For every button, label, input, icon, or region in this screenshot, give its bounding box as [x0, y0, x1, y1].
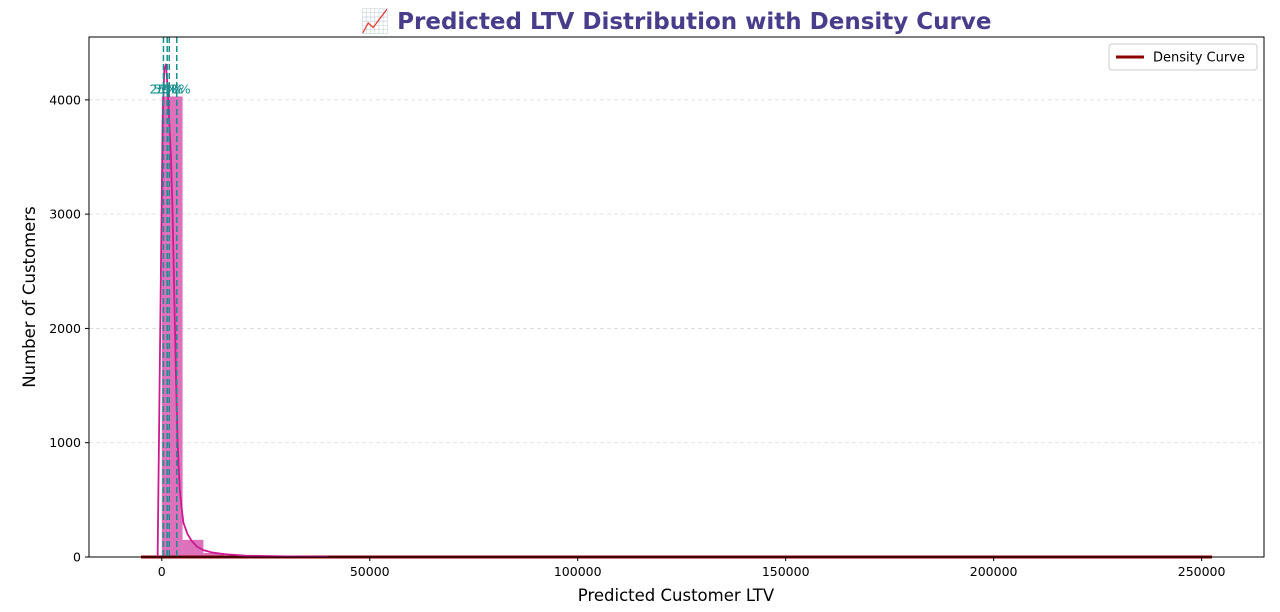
y-tick-label: 1000: [49, 435, 81, 450]
x-axis-label: Predicted Customer LTV: [578, 586, 775, 605]
y-tick-label: 2000: [49, 321, 81, 336]
x-tick-label: 200000: [970, 564, 1018, 579]
percentile-label: 90%: [163, 81, 191, 96]
x-axis-ticks: 0 50000 100000 150000 200000 250000: [158, 557, 1226, 579]
chart-title: 📈 Predicted LTV Distribution with Densit…: [361, 8, 992, 35]
x-tick-label: 100000: [554, 564, 602, 579]
percentile-label: 25%: [150, 81, 178, 96]
legend-density-label: Density Curve: [1153, 51, 1245, 66]
y-axis-label: Number of Customers: [20, 206, 39, 387]
y-tick-label: 0: [73, 550, 81, 565]
x-tick-label: 50000: [350, 564, 390, 579]
y-axis-ticks: 0 1000 2000 3000 4000: [49, 92, 89, 565]
percentile-label: 50%: [153, 81, 181, 96]
x-tick-label: 0: [158, 564, 166, 579]
legend-box: [1108, 43, 1258, 71]
legend: Density Curve: [1108, 43, 1258, 71]
plot-frame: [88, 36, 1265, 558]
percentile-lines: 25%50%75%90%: [150, 37, 191, 557]
x-tick-label: 150000: [762, 564, 810, 579]
y-tick-label: 3000: [49, 207, 81, 222]
histogram-bar: [182, 539, 204, 557]
y-tick-label: 4000: [49, 92, 81, 107]
histogram-bar: [203, 553, 225, 557]
x-tick-label: 250000: [1178, 564, 1226, 579]
